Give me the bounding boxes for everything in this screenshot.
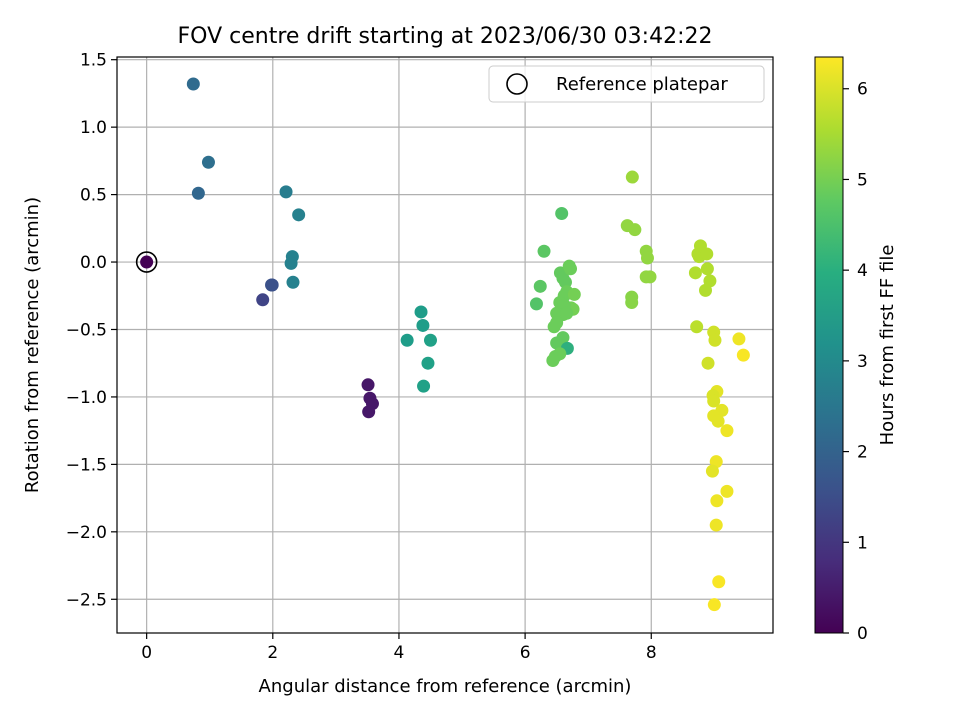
x-tick-label: 0	[141, 643, 152, 663]
scatter-point	[720, 424, 734, 438]
colorbar-tick-label: 0	[857, 624, 868, 644]
legend-box	[488, 65, 765, 103]
scatter-point	[736, 348, 750, 362]
scatter-point	[533, 279, 547, 293]
scatter-point	[361, 378, 375, 392]
chart-title: FOV centre drift starting at 2023/06/30 …	[178, 24, 713, 49]
x-axis-ticks: 0 2 4 6 8	[141, 633, 657, 663]
colorbar-label: Hours from first FF file	[877, 245, 898, 446]
scatter-point	[265, 278, 279, 292]
legend: Reference platepar	[488, 65, 765, 103]
scatter-point	[292, 208, 306, 222]
scatter-point	[414, 305, 428, 319]
colorbar-tick-label: 6	[857, 80, 868, 100]
x-tick-label: 8	[646, 643, 657, 663]
scatter-point	[537, 244, 551, 258]
colorbar-tick-label: 5	[857, 170, 868, 190]
scatter-point	[186, 77, 200, 91]
reference-marker-layer	[135, 251, 158, 273]
scatter-point	[279, 185, 293, 199]
scatter-point	[700, 247, 714, 261]
colorbar-gradient	[814, 56, 844, 634]
scatter-point	[423, 333, 437, 347]
scatter-point	[567, 287, 581, 301]
scatter-point	[256, 293, 270, 307]
y-tick-label: 0.0	[80, 253, 107, 273]
scatter-point	[628, 223, 642, 237]
y-axis-label: Rotation from reference (arcmin)	[22, 197, 43, 493]
plot-frame	[116, 56, 774, 634]
scatter-point	[191, 186, 205, 200]
scatter-point	[705, 464, 719, 478]
scatter-point	[564, 262, 578, 276]
scatter-point	[201, 155, 215, 169]
scatter-point	[711, 414, 725, 428]
scatter-point	[712, 575, 726, 589]
scatter-point	[400, 333, 414, 347]
scatter-point	[699, 283, 713, 297]
grid	[117, 57, 773, 633]
x-axis-label: Angular distance from reference (arcmin)	[259, 676, 632, 697]
colorbar: 0 1 2 3 4 5 6 Hours from first FF file	[814, 56, 898, 644]
scatter-point	[140, 255, 154, 269]
scatter-point	[688, 266, 702, 280]
y-tick-label: 1.5	[80, 51, 107, 71]
scatter-point	[707, 394, 721, 408]
scatter-point	[555, 206, 569, 220]
scatter-points	[140, 77, 750, 612]
scatter-point	[284, 256, 298, 270]
scatter-point	[709, 518, 723, 532]
scatter-point	[362, 405, 376, 419]
scatter-point	[701, 356, 715, 370]
y-tick-label: −2.5	[66, 590, 107, 610]
scatter-point	[416, 318, 430, 332]
x-tick-label: 6	[520, 643, 531, 663]
x-tick-label: 2	[267, 643, 278, 663]
y-tick-label: 0.5	[80, 186, 107, 206]
scatter-point	[550, 316, 564, 330]
scatter-point	[558, 275, 572, 289]
scatter-point	[708, 333, 722, 347]
scatter-point	[690, 320, 704, 334]
y-tick-label: 1.0	[80, 118, 107, 138]
scatter-point	[625, 170, 639, 184]
y-tick-label: −1.0	[66, 388, 107, 408]
scatter-point	[720, 484, 734, 498]
scatter-point	[732, 332, 746, 346]
scatter-point	[286, 275, 300, 289]
scatter-point	[417, 379, 431, 393]
scatter-point	[560, 306, 574, 320]
colorbar-tick-label: 4	[857, 261, 868, 281]
colorbar-tick-label: 1	[857, 533, 868, 553]
y-tick-label: −2.0	[66, 523, 107, 543]
legend-label: Reference platepar	[556, 74, 728, 95]
legend-reference-marker-icon	[506, 73, 528, 95]
scatter-point	[529, 297, 543, 311]
y-tick-label: −0.5	[66, 320, 107, 340]
y-axis-ticks: −2.5 −2.0 −1.5 −1.0 −0.5 0.0 0.5 1.0 1.5	[66, 51, 117, 610]
scatter-point	[640, 251, 654, 265]
scatter-point	[707, 598, 721, 612]
scatter-point	[546, 354, 560, 368]
colorbar-tick-label: 2	[857, 443, 868, 463]
x-tick-label: 4	[394, 643, 405, 663]
scatter-point	[625, 296, 639, 310]
colorbar-ticks: 0 1 2 3 4 5 6	[843, 80, 868, 644]
colorbar-tick-label: 3	[857, 352, 868, 372]
scatter-point	[643, 270, 657, 284]
scatter-point	[421, 356, 435, 370]
reference-platepar-marker	[135, 251, 158, 273]
scatter-point	[700, 262, 714, 276]
scatter-point	[710, 494, 724, 508]
y-tick-label: −1.5	[66, 455, 107, 475]
